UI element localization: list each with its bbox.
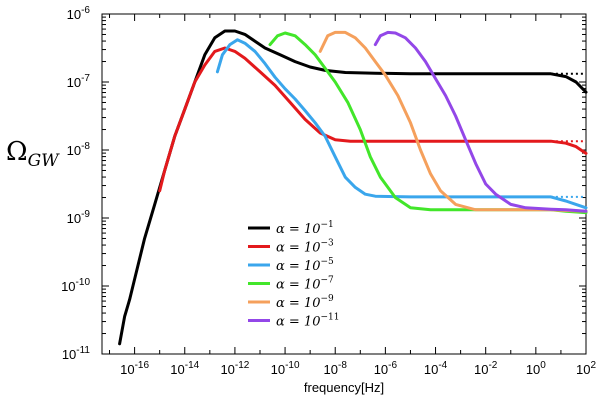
- x-tick-label-exp: 2: [590, 360, 596, 371]
- y-tick-label-base: 10: [67, 75, 81, 90]
- x-tick-label: 102: [576, 360, 596, 377]
- legend: α = 10−1α = 10−3α = 10−5α = 10−7α = 10−9…: [248, 220, 339, 330]
- legend-entry: α = 10−1: [276, 220, 334, 237]
- y-tick-label-exp: -7: [81, 73, 90, 84]
- y-tick-label-exp: -10: [76, 277, 91, 288]
- x-axis-label: frequency[Hz]: [304, 380, 384, 395]
- x-tick-label-base: 10: [220, 362, 234, 377]
- x-tick-label-exp: -2: [488, 360, 497, 371]
- legend-entry: α = 10−5: [276, 257, 334, 274]
- plot-frame: [101, 13, 587, 355]
- y-tick-label: 10-9: [67, 209, 91, 226]
- x-tick-label-base: 10: [474, 362, 488, 377]
- y-axis-label-main: Ω: [6, 137, 28, 167]
- y-tick-label-base: 10: [67, 143, 81, 158]
- legend-label-exp: −7: [320, 276, 334, 286]
- legend-label: α = 10: [276, 315, 320, 330]
- legend-label: α = 10: [276, 259, 320, 274]
- series-line-1: [118, 29, 588, 346]
- series-line-4: [268, 31, 588, 215]
- series-line-3: [215, 38, 588, 210]
- y-tick-label: 10-7: [67, 73, 91, 90]
- x-tick-label: 10-4: [424, 360, 448, 377]
- legend-label-exp: −5: [320, 257, 334, 267]
- x-tick-label-base: 10: [324, 362, 338, 377]
- y-tick-label-base: 10: [67, 7, 81, 22]
- legend-label-exp: −9: [320, 294, 334, 304]
- y-tick-label-exp: -9: [81, 209, 90, 220]
- x-tick-label-base: 10: [576, 362, 590, 377]
- legend-label-exp: −11: [320, 313, 339, 323]
- legend-entry: α = 10−9: [276, 294, 334, 311]
- axis-ticks: [102, 13, 587, 355]
- series-layer: [118, 29, 588, 346]
- x-tick-label: 10-14: [170, 360, 199, 377]
- y-tick-label: 10-8: [67, 141, 91, 158]
- legend-label: α = 10: [276, 296, 320, 311]
- x-tick-label-base: 10: [526, 362, 540, 377]
- x-tick-label-exp: -14: [185, 360, 200, 371]
- x-tick-label-exp: -8: [338, 360, 347, 371]
- legend-entry: α = 10−7: [276, 276, 334, 293]
- y-tick-label-base: 10: [62, 347, 76, 362]
- x-tick-label: 10-2: [474, 360, 498, 377]
- x-tick-label: 10-10: [271, 360, 300, 377]
- x-tick-label: 100: [526, 360, 546, 377]
- y-tick-label: 10-6: [67, 5, 91, 22]
- legend-label: α = 10: [276, 278, 320, 293]
- x-tick-label-base: 10: [374, 362, 388, 377]
- legend-label: α = 10: [276, 222, 320, 237]
- x-tick-label-base: 10: [424, 362, 438, 377]
- x-tick-label-exp: -4: [438, 360, 447, 371]
- y-tick-label-exp: -11: [76, 345, 90, 356]
- x-tick-label-exp: -16: [135, 360, 150, 371]
- y-axis-label: ΩGW: [6, 137, 60, 171]
- x-tick-label: 10-16: [120, 360, 149, 377]
- x-tick-label-exp: -10: [285, 360, 300, 371]
- series-line-2: [158, 46, 588, 193]
- legend-label-exp: −3: [320, 239, 334, 249]
- y-tick-label-base: 10: [67, 211, 81, 226]
- series-line-5: [318, 30, 588, 213]
- x-tick-label-base: 10: [271, 362, 285, 377]
- x-tick-label-base: 10: [170, 362, 184, 377]
- y-axis-label-sub: GW: [28, 151, 61, 171]
- y-tick-label: 10-10: [61, 277, 90, 294]
- x-tick-label: 10-12: [220, 360, 249, 377]
- x-tick-label-exp: -6: [388, 360, 397, 371]
- series-line-6: [373, 30, 588, 213]
- x-tick-label-exp: -12: [235, 360, 250, 371]
- legend-entry: α = 10−3: [276, 239, 334, 256]
- x-tick-labels: 10-16 10-14 10-12 10-10 10-8 10-6 10-4 10-2 100 1…: [120, 360, 596, 377]
- y-tick-label-exp: -8: [81, 141, 90, 152]
- x-tick-label-base: 10: [120, 362, 134, 377]
- legend-label: α = 10: [276, 241, 320, 256]
- legend-entry: α = 10−11: [276, 313, 339, 330]
- y-tick-label-base: 10: [61, 279, 75, 294]
- x-tick-label: 10-6: [374, 360, 398, 377]
- x-tick-label: 10-8: [324, 360, 348, 377]
- y-tick-label-exp: -6: [81, 5, 90, 16]
- x-tick-label-exp: 0: [540, 360, 546, 371]
- legend-label-exp: −1: [320, 220, 333, 230]
- y-tick-label: 10-11: [62, 345, 91, 362]
